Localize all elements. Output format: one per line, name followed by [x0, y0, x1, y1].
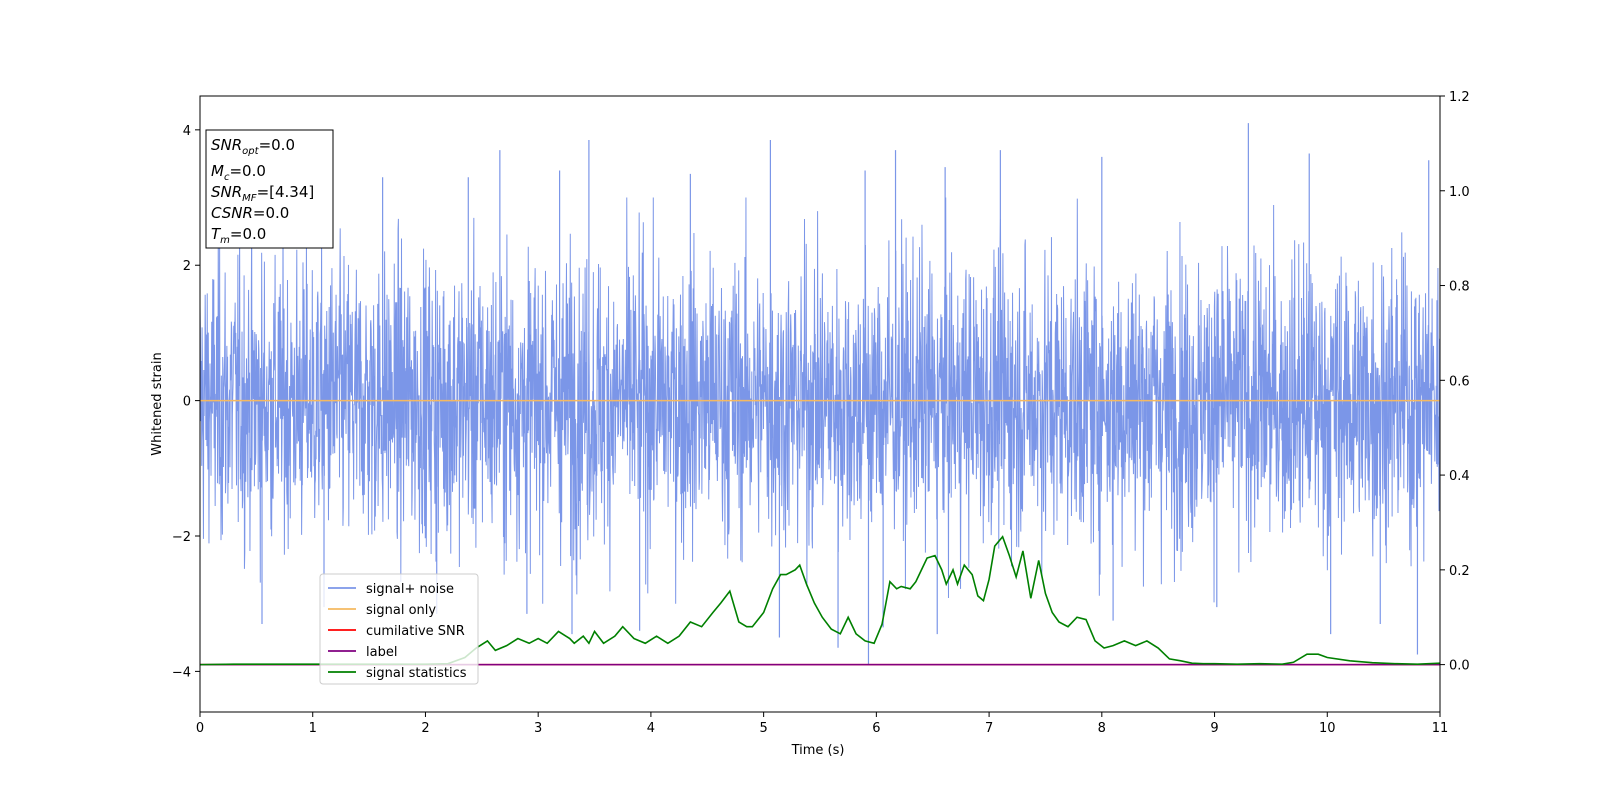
x-tick-label: 11: [1432, 721, 1449, 736]
plot-frame: [199, 95, 1441, 713]
y-left-tick-label: −2: [172, 530, 191, 545]
x-tick-label: 5: [759, 721, 767, 736]
info-snr-mf-value: =[4.34]: [257, 183, 315, 201]
signal-statistics-line: [200, 535, 1440, 666]
info-tm-value: =0.0: [230, 225, 266, 243]
legend: signal+ noise signal only cumilative SNR la…: [319, 573, 479, 685]
info-box: SNRopt=0.0 Mc=0.0 SNRMF=[4.34] CSNR=0.0 …: [205, 129, 334, 249]
x-tick-label: 0: [196, 721, 204, 736]
info-snr-opt-sub: opt: [242, 146, 259, 157]
info-snr-opt-value: =0.0: [259, 136, 295, 154]
x-tick-label: 2: [421, 721, 429, 736]
info-tm: Tm=0.0: [211, 225, 266, 246]
x-tick-label: 9: [1210, 721, 1218, 736]
y-right-tick-label: 0.4: [1449, 469, 1470, 484]
info-csnr-value: =0.0: [253, 204, 289, 222]
info-mc-value: =0.0: [229, 162, 265, 180]
y-right-tick-label: 0.2: [1449, 564, 1470, 579]
noise-series-line: [200, 197, 1440, 604]
x-tick-label: 8: [1098, 721, 1106, 736]
info-csnr-base: CSNR: [211, 204, 253, 222]
x-tick-label: 7: [985, 721, 993, 736]
info-snr-opt: SNRopt=0.0: [211, 136, 295, 157]
y-right-tick-label: 0.6: [1449, 374, 1470, 389]
y-axis-label: Whitened strain: [150, 352, 165, 455]
x-tick-label: 6: [872, 721, 880, 736]
x-axis-label: Time (s): [791, 743, 845, 758]
legend-frame: [319, 573, 479, 685]
info-mc-sub: c: [224, 172, 230, 183]
info-box-frame: [205, 129, 334, 249]
info-csnr: CSNR=0.0: [211, 204, 289, 222]
y-left-tick-label: 4: [183, 124, 191, 139]
info-snr-mf-sub: MF: [242, 193, 257, 204]
info-tm-base: T: [211, 225, 222, 243]
plot-content: [200, 123, 1440, 666]
info-snr-opt-base: SNR: [211, 136, 242, 154]
y-left-tick-label: −4: [172, 665, 191, 680]
tick-group: 0 1 2 3 4 5 6 7 8 9 10 11 −4 −2 0 2 4 0.0 0.2 0.4 0.6 0.8 1.0 1…: [172, 90, 1470, 736]
legend-label: cumilative SNR: [366, 624, 465, 639]
x-tick-label: 1: [309, 721, 317, 736]
legend-label: signal statistics: [366, 666, 467, 681]
y-right-tick-label: 1.2: [1449, 90, 1470, 105]
info-snr-mf: SNRMF=[4.34]: [211, 183, 314, 204]
info-snr-mf-base: SNR: [211, 183, 242, 201]
y-right-tick-label: 0.0: [1449, 659, 1470, 674]
legend-items: signal+ noise signal only cumilative SNR la…: [328, 582, 467, 681]
legend-label: signal only: [366, 603, 436, 618]
y-right-tick-label: 0.8: [1449, 280, 1470, 295]
x-tick-label: 3: [534, 721, 542, 736]
y-right-tick-label: 1.0: [1449, 185, 1470, 200]
legend-label: label: [366, 645, 397, 660]
info-mc-base: M: [211, 162, 224, 180]
x-tick-label: 10: [1319, 721, 1336, 736]
y-left-tick-label: 0: [183, 395, 191, 410]
y-left-tick-label: 2: [183, 259, 191, 274]
series-group: [200, 123, 1440, 666]
info-mc: Mc=0.0: [211, 162, 266, 183]
x-tick-label: 4: [647, 721, 655, 736]
legend-label: signal+ noise: [366, 582, 454, 597]
info-tm-sub: m: [220, 235, 230, 246]
